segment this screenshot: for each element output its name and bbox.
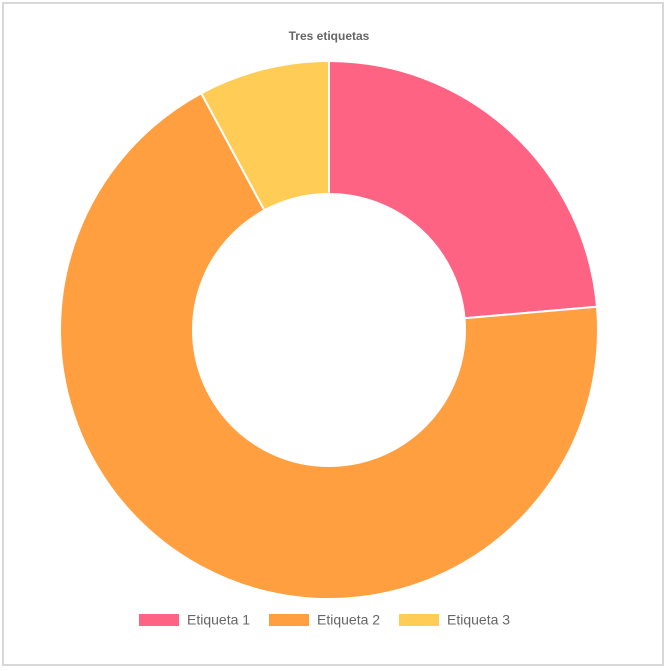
doughnut-segment — [199, 59, 330, 212]
legend-label: Etiqueta 1 — [187, 612, 250, 628]
doughnut-segment — [328, 59, 599, 320]
chart-title: Tres etiquetas — [289, 29, 370, 43]
legend-swatch — [139, 614, 179, 626]
legend-label: Etiqueta 3 — [447, 612, 510, 628]
legend-swatch — [269, 614, 309, 626]
doughnut-segment — [59, 91, 599, 600]
legend-label: Etiqueta 2 — [317, 612, 380, 628]
legend-swatch — [399, 614, 439, 626]
